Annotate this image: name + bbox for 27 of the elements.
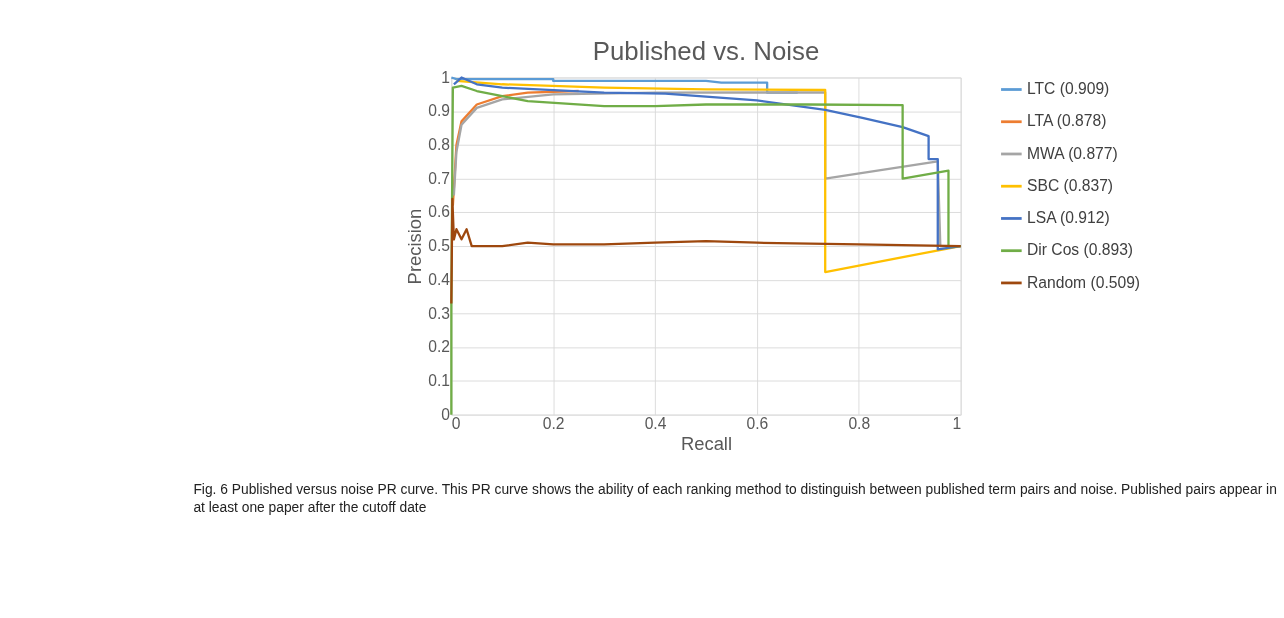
legend-label: LTA (0.878) xyxy=(1027,112,1107,130)
legend-label: LTC (0.909) xyxy=(1027,80,1110,98)
legend-label: SBC (0.837) xyxy=(1027,176,1114,194)
y-tick-label: 0.6 xyxy=(428,203,451,221)
legend-label: Random (0.509) xyxy=(1027,273,1141,291)
x-tick-label: 1 xyxy=(952,414,962,432)
y-tick-label: 0.9 xyxy=(428,102,450,120)
y-tick-label: 0.2 xyxy=(428,338,450,356)
y-tick-label: 0.1 xyxy=(428,372,450,389)
legend-label: Dir Cos (0.893) xyxy=(1027,241,1134,259)
caption: Fig. 6 Published versus noise PR curve. This PR curve shows the ability of each ranking method to distinguish between published term pairs and noise. Published pairs appear in at least one paper after the cutoff date xyxy=(193,480,1277,516)
y-tick-label: 0.7 xyxy=(428,169,450,187)
legend-label: MWA (0.877) xyxy=(1027,144,1118,162)
y-tick-label: 0.8 xyxy=(428,136,451,154)
chart-title: Published vs. Noise xyxy=(592,37,820,66)
y-tick-label: 0.4 xyxy=(428,270,451,288)
x-tick-label: 0.6 xyxy=(746,414,769,432)
x-tick-label: 0.8 xyxy=(848,414,871,432)
legend-label: LSA (0.912) xyxy=(1027,209,1110,227)
y-tick-label: 1 xyxy=(441,68,450,86)
y-tick-label: 0.3 xyxy=(428,304,451,322)
x-axis-title: Recall xyxy=(680,433,733,455)
x-tick-label: 0.4 xyxy=(644,414,667,432)
y-tick-label: 0.5 xyxy=(428,237,451,255)
x-tick-label: 0.2 xyxy=(542,414,565,432)
line-series xyxy=(450,197,962,305)
y-axis-title: Precision xyxy=(403,208,425,285)
